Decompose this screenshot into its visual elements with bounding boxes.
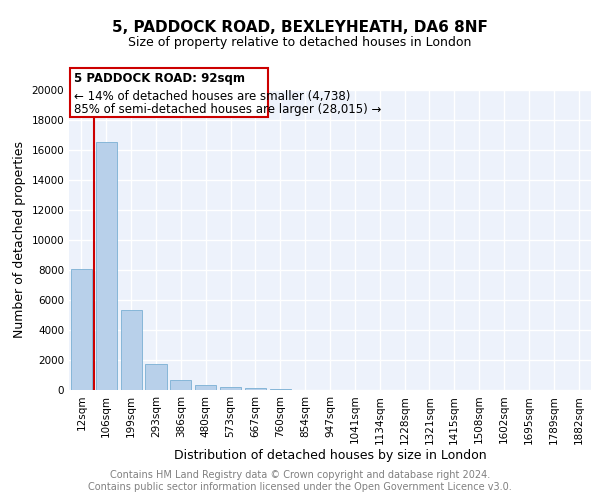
Bar: [96, 142, 117, 390]
Text: 5, PADDOCK ROAD, BEXLEYHEATH, DA6 8NF: 5, PADDOCK ROAD, BEXLEYHEATH, DA6 8NF: [112, 20, 488, 35]
Bar: [145, 364, 167, 390]
Text: Size of property relative to detached houses in London: Size of property relative to detached ho…: [128, 36, 472, 49]
FancyBboxPatch shape: [70, 68, 268, 117]
Text: 85% of semi-detached houses are larger (28,015) →: 85% of semi-detached houses are larger (…: [74, 104, 382, 117]
Text: Contains HM Land Registry data © Crown copyright and database right 2024.: Contains HM Land Registry data © Crown c…: [110, 470, 490, 480]
Text: 5 PADDOCK ROAD: 92sqm: 5 PADDOCK ROAD: 92sqm: [74, 72, 245, 85]
Bar: [195, 385, 216, 390]
Bar: [220, 387, 241, 390]
Bar: [245, 388, 266, 390]
Bar: [170, 380, 191, 390]
Text: ← 14% of detached houses are smaller (4,738): ← 14% of detached houses are smaller (4,…: [74, 90, 350, 103]
Text: Contains public sector information licensed under the Open Government Licence v3: Contains public sector information licen…: [88, 482, 512, 492]
Bar: [270, 388, 291, 390]
Y-axis label: Number of detached properties: Number of detached properties: [13, 142, 26, 338]
Bar: [71, 269, 92, 390]
Bar: [121, 310, 142, 390]
X-axis label: Distribution of detached houses by size in London: Distribution of detached houses by size …: [173, 449, 487, 462]
